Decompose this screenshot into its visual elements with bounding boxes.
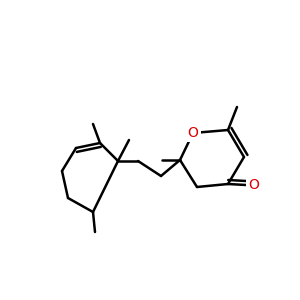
Text: O: O (249, 178, 260, 192)
Text: O: O (188, 126, 198, 140)
